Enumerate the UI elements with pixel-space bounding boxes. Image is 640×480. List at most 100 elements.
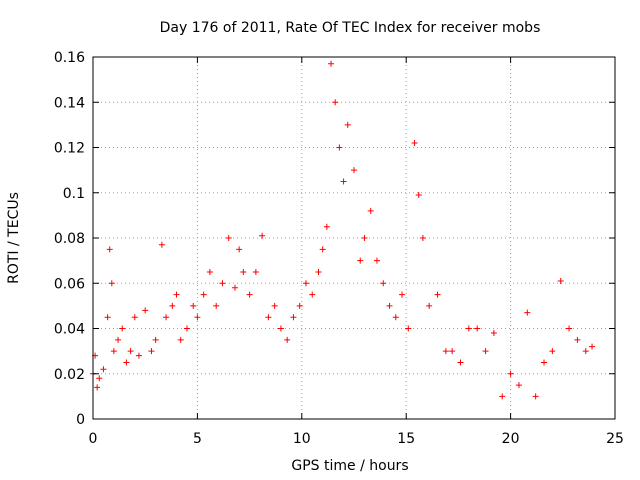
data-point [142, 307, 149, 314]
data-point [100, 366, 107, 373]
data-point [96, 375, 103, 382]
data-point [110, 348, 117, 355]
data-point [108, 280, 115, 287]
data-point [549, 348, 556, 355]
data-point [499, 393, 506, 400]
data-points [90, 60, 596, 400]
data-point [557, 277, 564, 284]
data-point [315, 268, 322, 275]
data-point [380, 280, 387, 287]
data-point [419, 235, 426, 241]
data-point [589, 343, 596, 350]
data-point [284, 336, 291, 343]
data-point [373, 257, 380, 264]
data-point [231, 284, 238, 291]
data-point [344, 121, 351, 128]
data-point [213, 302, 220, 309]
data-point [399, 291, 406, 298]
data-point [532, 393, 539, 400]
data-point [340, 178, 347, 185]
data-point [135, 352, 142, 359]
data-point [194, 314, 201, 321]
data-point [246, 291, 253, 298]
data-point [323, 223, 330, 230]
data-point [173, 291, 180, 298]
data-point [332, 99, 339, 106]
data-point [296, 302, 303, 309]
data-point [507, 370, 514, 377]
data-point [566, 325, 573, 332]
x-tick-label: 25 [606, 431, 624, 447]
gridlines [93, 57, 615, 419]
data-point [148, 348, 155, 355]
data-point [405, 325, 412, 332]
x-tick-label: 15 [397, 431, 415, 447]
data-point [106, 246, 113, 253]
data-point [190, 302, 197, 309]
data-point [131, 314, 138, 321]
data-point [225, 235, 232, 241]
data-point [465, 325, 472, 332]
data-point [328, 60, 335, 67]
data-point [119, 325, 126, 332]
data-point [442, 348, 449, 355]
data-point [236, 246, 243, 253]
data-point [219, 280, 226, 287]
chart-title: Day 176 of 2011, Rate Of TEC Index for r… [160, 20, 541, 36]
x-tick-label: 5 [193, 431, 202, 447]
data-point [200, 291, 207, 298]
data-point [357, 257, 364, 264]
y-tick-label: 0.12 [54, 141, 85, 157]
data-point [104, 314, 111, 321]
data-point [259, 232, 266, 239]
data-point [309, 291, 316, 298]
data-point [183, 325, 190, 332]
data-point [582, 348, 589, 355]
data-point [449, 348, 456, 355]
data-point [169, 302, 176, 309]
axis-ticks [92, 56, 616, 420]
data-point [474, 325, 481, 332]
data-point [515, 382, 522, 389]
data-point [490, 330, 497, 337]
data-point [240, 268, 247, 275]
data-point [574, 336, 581, 343]
data-point [152, 336, 159, 343]
data-point [252, 268, 259, 275]
data-point [392, 314, 399, 321]
y-axis-label: ROTI / TECUs [6, 192, 22, 284]
data-point [411, 139, 418, 146]
data-point [206, 268, 213, 275]
data-point [177, 336, 184, 343]
tick-labels: 0 5 10 15 20 25 0 0.02 0.04 0.06 0.08 0.1 0.12 0.14 0.… [54, 50, 624, 447]
y-tick-label: 0.1 [63, 186, 85, 202]
data-point [524, 309, 531, 316]
y-tick-label: 0.04 [54, 322, 85, 338]
data-point [127, 348, 134, 355]
data-point [386, 302, 393, 309]
data-point [290, 314, 297, 321]
data-point [123, 359, 130, 366]
data-point [115, 336, 122, 343]
data-point [434, 291, 441, 298]
data-point [426, 302, 433, 309]
y-tick-label: 0.08 [54, 231, 85, 247]
x-tick-label: 20 [502, 431, 520, 447]
data-point [94, 384, 101, 391]
data-point [367, 207, 374, 214]
data-point [541, 359, 548, 366]
data-point [319, 246, 326, 253]
y-tick-label: 0.16 [54, 50, 85, 66]
x-tick-label: 10 [293, 431, 311, 447]
data-point [302, 280, 309, 287]
y-tick-label: 0.02 [54, 367, 85, 383]
data-point [336, 144, 343, 151]
data-point [457, 359, 464, 366]
data-point [158, 241, 165, 248]
data-point [163, 314, 170, 321]
x-axis-label: GPS time / hours [291, 458, 408, 474]
data-point [415, 192, 422, 199]
data-point [482, 348, 489, 355]
data-point [351, 167, 357, 174]
